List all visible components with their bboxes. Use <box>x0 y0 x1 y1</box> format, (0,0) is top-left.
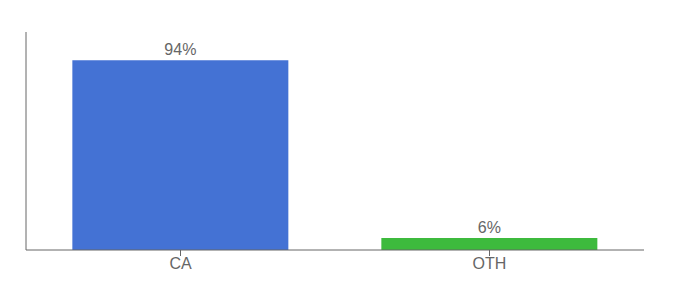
svg-text:CA: CA <box>169 255 192 272</box>
svg-text:6%: 6% <box>478 219 501 236</box>
svg-text:94%: 94% <box>164 41 196 58</box>
svg-text:OTH: OTH <box>473 255 507 272</box>
